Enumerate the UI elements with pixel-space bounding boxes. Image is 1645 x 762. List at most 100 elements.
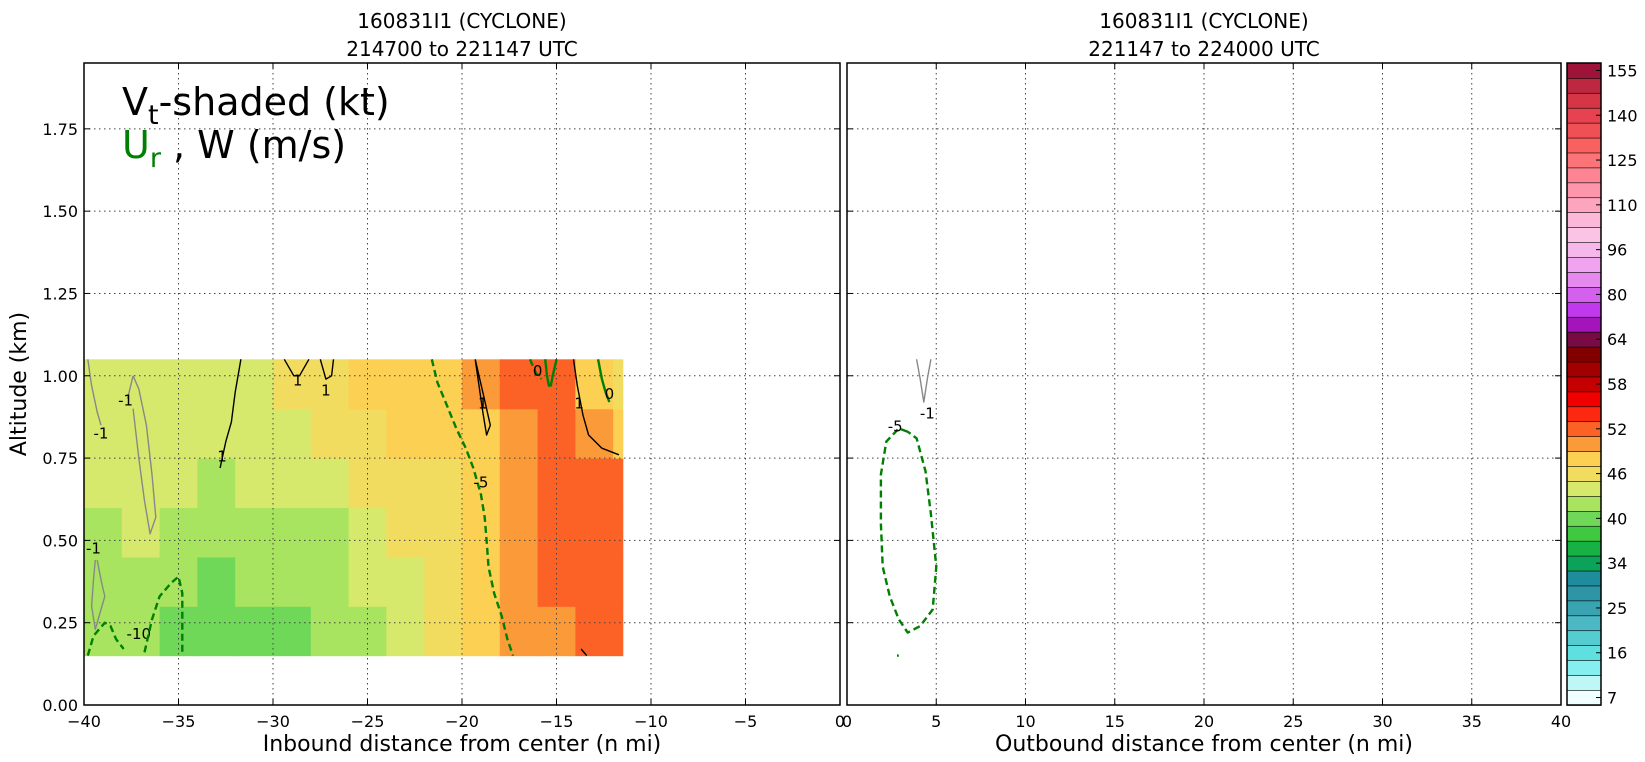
colorbar-level <box>1566 555 1602 572</box>
inbound-y-ticks: 0.00 0.25 0.50 0.75 1.00 1.25 1.50 1.75 <box>42 120 840 715</box>
x-tick-label: −5 <box>734 712 758 731</box>
y-tick-label: 1.25 <box>42 284 78 303</box>
vt-cell <box>462 556 501 607</box>
colorbar-level <box>1566 421 1602 437</box>
vt-cell <box>386 408 425 459</box>
vt-cell <box>386 359 425 410</box>
vt-cell <box>84 606 123 657</box>
colorbar-tick-label: 110 <box>1607 196 1638 215</box>
vt-cell <box>575 458 614 509</box>
ur-contour <box>596 359 611 403</box>
vt-cell <box>159 507 198 558</box>
vt-cell <box>424 458 463 509</box>
contour-label: 1 <box>574 395 584 413</box>
contour-label: 1 <box>293 372 303 390</box>
vt-cell <box>197 606 236 657</box>
vt-cell <box>386 556 425 607</box>
outbound-panel: 160831I1 (CYCLONE) 221147 to 224000 UTC … <box>842 9 1571 757</box>
vt-cell <box>235 458 274 509</box>
colorbar-level <box>1566 630 1602 646</box>
contour-label: 0 <box>605 385 615 403</box>
colorbar-level <box>1566 376 1602 393</box>
inbound-gridlines <box>84 63 840 705</box>
colorbar-level <box>1566 226 1602 243</box>
y-tick-label: 0.25 <box>42 614 78 633</box>
x-tick-label: 25 <box>1283 712 1303 731</box>
x-tick-label: −40 <box>67 712 101 731</box>
colorbar-level <box>1566 465 1602 482</box>
colorbar-level <box>1566 659 1602 676</box>
w-contour <box>283 358 310 377</box>
vt-cell <box>84 458 123 509</box>
vt-cell <box>273 606 312 657</box>
vt-cell <box>197 408 236 459</box>
colorbar-level <box>1566 316 1602 333</box>
colorbar-level <box>1566 600 1602 617</box>
vt-cell <box>235 359 274 410</box>
colorbar-level <box>1566 391 1602 408</box>
colorbar-level <box>1566 674 1602 691</box>
vt-cell <box>310 606 350 657</box>
colorbar-tick-label: 34 <box>1607 554 1627 573</box>
colorbar-tick-label: 25 <box>1607 599 1627 618</box>
x-tick-label: −30 <box>256 712 290 731</box>
w-contour <box>474 359 491 436</box>
vt-cell <box>462 408 501 459</box>
contour-label: -1 <box>86 540 101 558</box>
vt-cell <box>310 458 350 509</box>
contour-label: -1 <box>118 391 133 409</box>
outbound-y-ticks <box>847 128 1561 706</box>
vt-cell <box>273 556 312 607</box>
vt-cell <box>235 556 274 607</box>
ur-contour <box>879 427 938 634</box>
vt-colorbar <box>1566 62 1602 706</box>
colorbar-tick-label: 46 <box>1607 465 1627 484</box>
colorbar-level <box>1566 167 1602 184</box>
vt-cell <box>197 507 236 558</box>
vt-cell <box>197 359 236 410</box>
x-tick-label: 35 <box>1462 712 1482 731</box>
colorbar-level <box>1566 256 1602 273</box>
vt-cell <box>348 507 387 558</box>
inbound-title-line1: 160831I1 (CYCLONE) <box>357 9 566 33</box>
inbound-x-ticks: −40 −35 −30 −25 −20 −15 −10 −5 0 <box>67 63 845 731</box>
x-tick-label: 0 <box>842 712 852 731</box>
vt-cell <box>424 408 463 459</box>
vt-cell <box>273 408 312 459</box>
x-tick-label: 5 <box>931 712 941 731</box>
x-tick-label: 30 <box>1372 712 1392 731</box>
colorbar-level <box>1566 122 1602 139</box>
contour-label: 0 <box>533 362 543 380</box>
colorbar-level <box>1566 406 1602 423</box>
legend-text: Vt-shaded (kt) Ur , W (m/s) <box>122 80 390 174</box>
w-contour <box>319 359 335 380</box>
vt-cell <box>424 507 463 558</box>
vt-cell <box>575 606 614 657</box>
colorbar-level <box>1566 137 1602 154</box>
vt-cell <box>499 359 539 410</box>
vt-cell <box>348 606 387 657</box>
vt-cell <box>121 556 161 607</box>
colorbar-tick-label: 96 <box>1607 241 1627 260</box>
contour-label: -5 <box>888 418 903 436</box>
colorbar-tick-label: 80 <box>1607 285 1627 304</box>
colorbar-level <box>1566 301 1602 318</box>
w-contour <box>572 359 620 456</box>
colorbar-tick-label: 155 <box>1607 62 1638 81</box>
y-axis-label: Altitude (km) <box>7 312 32 456</box>
vt-cell <box>537 606 576 657</box>
colorbar-tick-label: 40 <box>1607 509 1627 528</box>
vt-cell <box>575 507 614 558</box>
x-tick-label: 0 <box>835 712 845 731</box>
ur-contour <box>143 575 184 656</box>
colorbar-level <box>1566 77 1602 94</box>
inbound-title-line2: 214700 to 221147 UTC <box>346 37 578 61</box>
contour-label: -5 <box>473 474 488 492</box>
vt-cell <box>84 408 123 459</box>
colorbar-level <box>1566 212 1602 228</box>
outbound-contours: -1 -5 <box>879 359 938 657</box>
colorbar-level <box>1566 480 1602 497</box>
colorbar-level <box>1566 689 1602 706</box>
x-tick-label: −15 <box>540 712 574 731</box>
